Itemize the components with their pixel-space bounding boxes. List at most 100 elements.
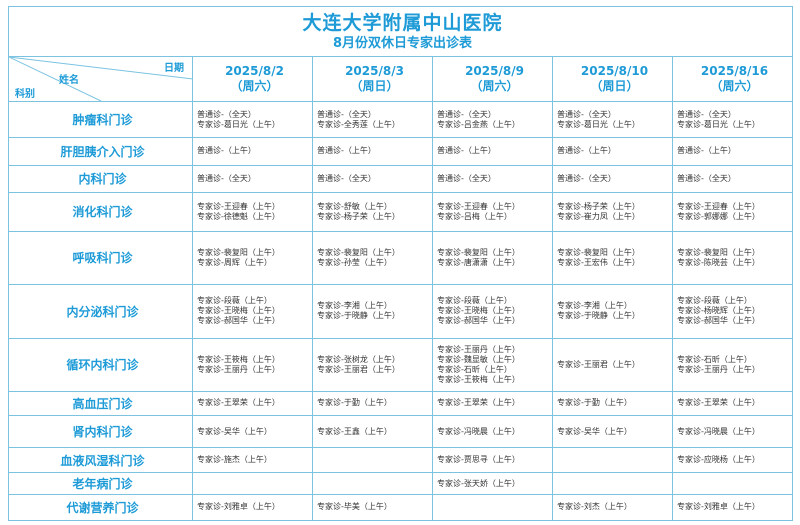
schedule-cell: 专家诊-裴复阳（上午） 专家诊-孙莹（上午） bbox=[312, 231, 433, 285]
doctor-entry: 专家诊-贾思寻（上午） bbox=[437, 455, 520, 465]
doctor-entry: 专家诊-王筱梅（上午） bbox=[437, 374, 520, 384]
doctor-entry: 普通诊-（全天） bbox=[197, 109, 256, 119]
doctor-entry: 专家诊-王丽君（上午） bbox=[317, 364, 400, 374]
doctor-entry: 专家诊-石昕（上午） bbox=[677, 354, 752, 364]
date-header-row: 日期 姓名 科别 2025/8/2 （周六） 2025/8/3 （周日） 2025/8/… bbox=[8, 56, 794, 102]
department-name: 老年病门诊 bbox=[8, 472, 193, 495]
doctor-entry: 普通诊-（上午） bbox=[197, 146, 256, 156]
schedule-subtitle: 8月份双休日专家出诊表 bbox=[333, 36, 473, 52]
schedule-cell: 专家诊-王丽丹（上午） 专家诊-魏显敏（上午） 专家诊-石昕（上午） 专家诊-王筱梅（… bbox=[432, 338, 553, 392]
department-name: 内分泌科门诊 bbox=[8, 283, 193, 340]
schedule-cell: 普通诊-（全天） 专家诊-葛日光（上午） bbox=[192, 100, 313, 139]
doctor-entry: 普通诊-（全天） bbox=[317, 109, 376, 119]
schedule-cell: 专家诊-贾思寻（上午） bbox=[432, 447, 553, 474]
schedule-cell: 专家诊-王迎春（上午） 专家诊-吕梅（上午） bbox=[432, 191, 553, 233]
doctor-entry: 专家诊-裴复阳（上午） bbox=[317, 247, 400, 257]
doctor-entry: 专家诊-孙莹（上午） bbox=[317, 257, 392, 267]
hospital-name: 大连大学附属中山医院 bbox=[302, 12, 503, 35]
department-row: 内分泌科门诊 专家诊-段薇（上午） 专家诊-王晓梅（上午） 专家诊-郝国华（上午） 专家… bbox=[8, 283, 794, 340]
doctor-entry: 专家诊-郝国华（上午） bbox=[677, 316, 760, 326]
schedule-cell: 普通诊-（上午） bbox=[192, 137, 313, 166]
doctor-entry: 专家诊-刘雅卓（上午） bbox=[677, 502, 760, 512]
schedule-cell: 专家诊-王筱梅（上午） 专家诊-王丽丹（上午） bbox=[192, 338, 313, 392]
doctor-entry: 专家诊-张天娇（上午） bbox=[437, 478, 520, 488]
department-row: 血液风湿科门诊 专家诊-施杰（上午） 专家诊-贾思寻（上午） 专家诊-应晓杨（上午） bbox=[8, 447, 794, 474]
department-row: 呼吸科门诊 专家诊-裴复阳（上午） 专家诊-周辉（上午） 专家诊-裴复阳（上午） 专家诊… bbox=[8, 231, 794, 285]
department-name: 循环内科门诊 bbox=[8, 338, 193, 392]
weekday-label: （周六） bbox=[230, 79, 279, 94]
schedule-cell: 专家诊-毕美（上午） bbox=[312, 493, 433, 522]
corner-header: 日期 姓名 科别 bbox=[8, 56, 193, 102]
schedule-cell: 普通诊-（全天） bbox=[552, 164, 673, 193]
doctor-entry: 专家诊-王迎春（上午） bbox=[437, 201, 520, 211]
doctor-entry: 专家诊-冯晓晨（上午） bbox=[437, 426, 520, 436]
schedule-cell: 普通诊-（全天） 专家诊-吕金燕（上午） bbox=[432, 100, 553, 139]
department-row: 循环内科门诊 专家诊-王筱梅（上午） 专家诊-王丽丹（上午） 专家诊-张树龙（上午）专… bbox=[8, 338, 794, 392]
doctor-entry: 专家诊-裴复阳（上午） bbox=[557, 247, 640, 257]
schedule-cell: 专家诊-王迎春（上午） 专家诊-徐德魁（上午） bbox=[192, 191, 313, 233]
date-value: 2025/8/2 bbox=[225, 64, 284, 79]
doctor-entry: 专家诊-刘杰（上午） bbox=[557, 502, 632, 512]
schedule-cell: 普通诊-（上午） bbox=[432, 137, 553, 166]
schedule-cell: 普通诊-（全天） 专家诊-全秀莲（上午） bbox=[312, 100, 433, 139]
doctor-entry: 专家诊-王翠荣（上午） bbox=[437, 398, 520, 408]
doctor-entry: 专家诊-石昕（上午） bbox=[437, 364, 512, 374]
doctor-entry: 专家诊-段薇（上午） bbox=[677, 296, 752, 306]
schedule-cell: 专家诊-冯晓晨（上午） bbox=[671, 414, 794, 449]
doctor-entry: 专家诊-冯晓晨（上午） bbox=[677, 426, 760, 436]
doctor-entry: 专家诊-应晓杨（上午） bbox=[677, 455, 760, 465]
department-row: 老年病门诊 专家诊-张天娇（上午） bbox=[8, 472, 794, 495]
schedule-cell: 普通诊-（上午） bbox=[312, 137, 433, 166]
schedule-cell: 普通诊-（全天） bbox=[192, 164, 313, 193]
doctor-entry: 专家诊-施杰（上午） bbox=[197, 455, 272, 465]
doctor-entry: 专家诊-裴复阳（上午） bbox=[437, 247, 520, 257]
department-row: 消化科门诊 专家诊-王迎春（上午） 专家诊-徐德魁（上午） 专家诊-舒敏（上午） 专家诊… bbox=[8, 191, 794, 233]
department-name: 肿瘤科门诊 bbox=[8, 100, 193, 139]
schedule-cell: 普通诊-（上午） bbox=[671, 137, 794, 166]
doctor-entry: 专家诊-吴华（上午） bbox=[557, 426, 632, 436]
doctor-entry: 专家诊-全秀莲（上午） bbox=[317, 119, 400, 129]
schedule-cell bbox=[552, 447, 673, 474]
date-value: 2025/8/9 bbox=[465, 64, 524, 79]
date-header: 2025/8/3 （周日） bbox=[312, 56, 433, 102]
schedule-cell: 专家诊-刘雅卓（上午） bbox=[192, 493, 313, 522]
doctor-entry: 专家诊-王宏伟（上午） bbox=[557, 257, 640, 267]
doctor-entry: 专家诊-魏显敏（上午） bbox=[437, 354, 520, 364]
schedule-cell: 专家诊-王翠荣（上午） bbox=[671, 390, 794, 416]
doctor-entry: 专家诊-李湘（上午） bbox=[557, 301, 632, 311]
schedule-table: 大连大学附属中山医院 8月份双休日专家出诊表 日期 姓名 科别 2025/8/2… bbox=[7, 5, 794, 522]
schedule-cell: 专家诊-于勤（上午） bbox=[552, 390, 673, 416]
schedule-cell: 专家诊-刘杰（上午） bbox=[552, 493, 673, 522]
schedule-cell: 普通诊-（全天） bbox=[432, 164, 553, 193]
doctor-entry: 专家诊-于晓静（上午） bbox=[317, 311, 400, 321]
corner-diagonal-lines bbox=[9, 57, 192, 101]
doctor-entry: 专家诊-刘雅卓（上午） bbox=[197, 502, 280, 512]
schedule-cell: 专家诊-冯晓晨（上午） bbox=[432, 414, 553, 449]
doctor-entry: 专家诊-王鑫（上午） bbox=[317, 426, 392, 436]
doctor-entry: 专家诊-郭娜娜（上午） bbox=[677, 211, 760, 221]
doctor-entry: 专家诊-王丽君（上午） bbox=[557, 359, 640, 369]
title-row: 大连大学附属中山医院 8月份双休日专家出诊表 bbox=[7, 5, 794, 58]
doctor-entry: 专家诊-于勤（上午） bbox=[317, 398, 392, 408]
doctor-entry: 普通诊-（上午） bbox=[437, 146, 496, 156]
schedule-cell: 专家诊-裴复阳（上午） 专家诊-唐潇潇（上午） bbox=[432, 231, 553, 285]
doctor-entry: 专家诊-裴复阳（上午） bbox=[197, 247, 280, 257]
doctor-entry: 专家诊-王晓梅（上午） bbox=[197, 306, 280, 316]
department-row: 代谢营养门诊 专家诊-刘雅卓（上午） 专家诊-毕美（上午） 专家诊-刘杰（上午） 专家诊… bbox=[8, 493, 794, 522]
weekday-label: （周六） bbox=[710, 79, 759, 94]
schedule-cell: 专家诊-施杰（上午） bbox=[192, 447, 313, 474]
schedule-cell: 普通诊-（全天） bbox=[312, 164, 433, 193]
department-name: 内科门诊 bbox=[8, 164, 193, 193]
department-row: 肝胆胰介入门诊 普通诊-（上午） 普通诊-（上午） 普通诊-（上午） 普通诊-（上午）普… bbox=[8, 137, 794, 166]
doctor-entry: 普通诊-（全天） bbox=[317, 173, 376, 183]
schedule-cell: 专家诊-舒敏（上午） 专家诊-杨子荣（上午） bbox=[312, 191, 433, 233]
date-header: 2025/8/9 （周六） bbox=[432, 56, 553, 102]
doctor-entry: 专家诊-崔力凤（上午） bbox=[557, 211, 640, 221]
department-row: 高血压门诊 专家诊-王翠荣（上午） 专家诊-于勤（上午） 专家诊-王翠荣（上午） 专家诊… bbox=[8, 390, 794, 416]
doctor-entry: 普通诊-（上午） bbox=[557, 146, 616, 156]
title-cell: 大连大学附属中山医院 8月份双休日专家出诊表 bbox=[7, 5, 794, 58]
schedule-cell: 专家诊-王鑫（上午） bbox=[312, 414, 433, 449]
department-name: 呼吸科门诊 bbox=[8, 231, 193, 285]
schedule-cell bbox=[312, 472, 433, 495]
doctor-entry: 专家诊-王丽丹（上午） bbox=[197, 364, 280, 374]
